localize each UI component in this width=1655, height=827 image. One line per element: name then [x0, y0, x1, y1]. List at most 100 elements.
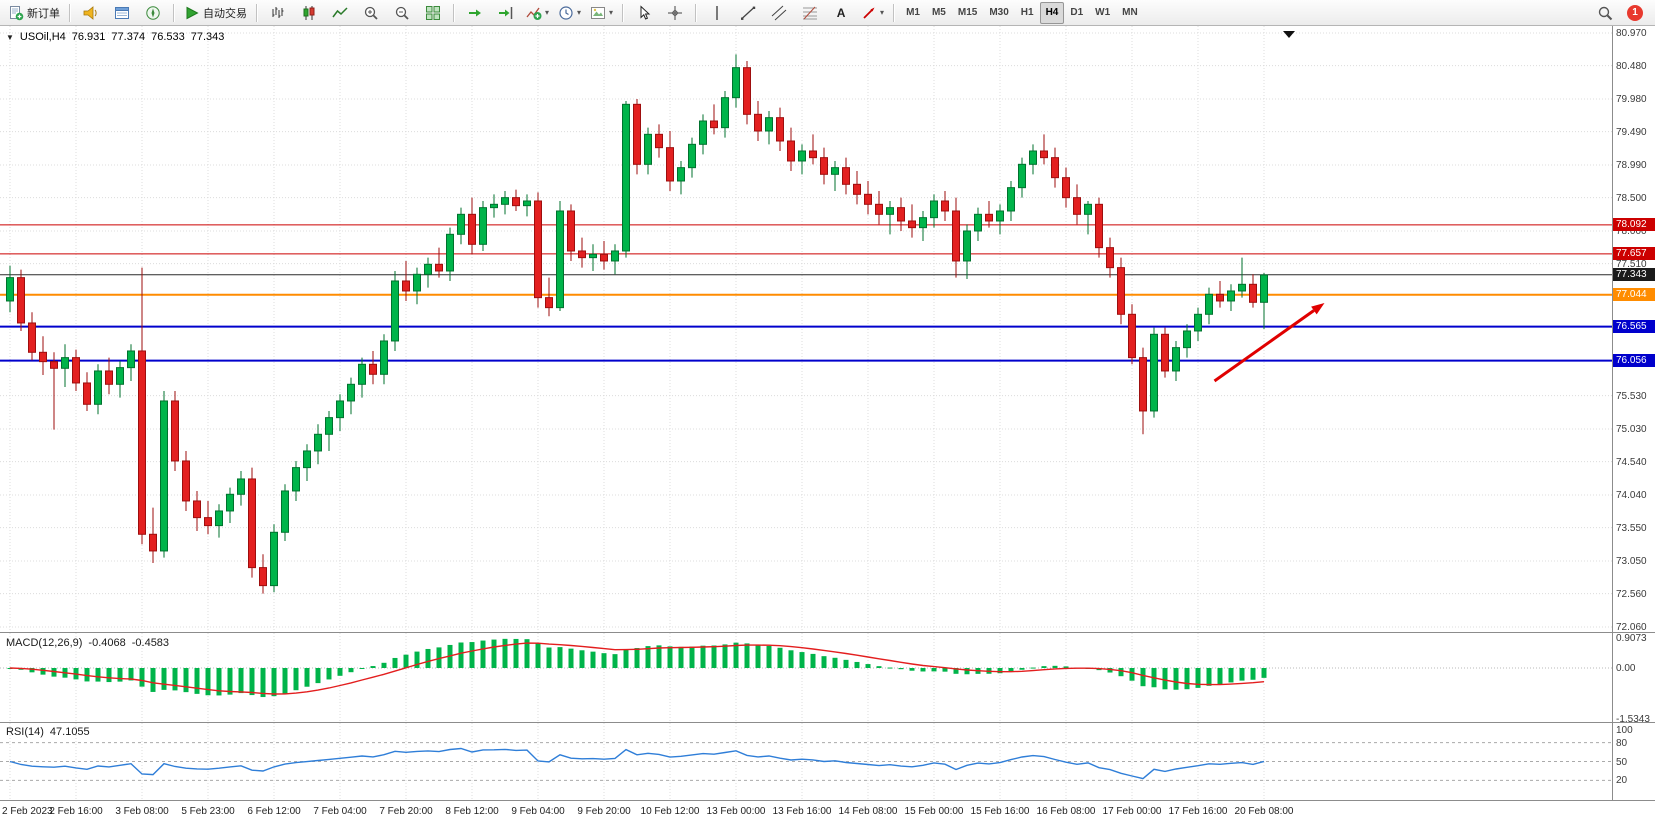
time-axis[interactable]: 2 Feb 2023 2 Feb 16:00 3 Feb 08:00 5 Feb 23… — [0, 801, 1655, 827]
timeframe-toolbar: M1 M5 M15 M30 H1 H4 D1 W1 MN — [900, 1, 1144, 24]
new-order-button[interactable]: 新订单 — [4, 1, 64, 25]
price-tick: 79.980 — [1616, 93, 1647, 105]
market-watch-button[interactable] — [76, 1, 106, 25]
symbol-period-label: USOil,H4 — [19, 31, 66, 43]
time-label: 8 Feb 12:00 — [445, 806, 499, 817]
price-tick: 77.510 — [1616, 258, 1647, 270]
tile-windows-button[interactable] — [418, 1, 448, 25]
price-line-label: 76.565 — [1613, 320, 1655, 334]
rsi-scale-tick: 20 — [1616, 775, 1628, 787]
price-tick: 80.970 — [1616, 27, 1647, 39]
time-label: 16 Feb 08:00 — [1036, 806, 1096, 817]
vertical-line-icon — [709, 5, 725, 21]
rsi-indicator-label: RSI(14) 47.1055 — [6, 726, 90, 738]
zoom-out-icon — [394, 5, 410, 21]
tab-timeframe-m5[interactable]: M5 — [931, 7, 946, 18]
chart-ohlc-header: ▼ USOil,H4 76.931 77.374 76.533 77.343 — [6, 31, 224, 43]
search-icon — [1597, 5, 1613, 21]
text-tool-button[interactable]: A — [836, 5, 846, 20]
cursor-button[interactable] — [629, 1, 659, 25]
indicators-button[interactable]: ▾ — [522, 1, 553, 25]
candlestick-chart-button[interactable] — [294, 1, 324, 25]
time-label: 7 Feb 20:00 — [379, 806, 433, 817]
tab-timeframe-d1[interactable]: D1 — [1070, 7, 1084, 18]
price-tick: 78.000 — [1616, 225, 1647, 237]
vertical-line-button[interactable] — [702, 1, 732, 25]
toolbar-separator — [256, 3, 258, 22]
rsi-panel-canvas[interactable] — [0, 723, 1612, 800]
price-tick: 79.490 — [1616, 126, 1647, 138]
fibonacci-icon — [802, 5, 818, 21]
grid-layer — [0, 26, 1612, 632]
rsi-scale-tick: 100 — [1616, 725, 1633, 736]
price-line-label: 77.343 — [1613, 268, 1655, 282]
macd-scale-tick: 0.9073 — [1616, 633, 1647, 645]
auto-scroll-button[interactable] — [460, 1, 490, 25]
notification-badge[interactable]: 1 — [1627, 4, 1643, 21]
macd-indicator-label: MACD(12,26,9) -0.4068 -0.4583 — [6, 637, 169, 649]
chevron-down-icon: ▾ — [880, 7, 885, 17]
autotrading-button[interactable]: 自动交易 — [180, 1, 251, 25]
chart-shift-button[interactable] — [491, 1, 521, 25]
macd-panel-divider[interactable] — [0, 632, 1655, 633]
tab-timeframe-mn[interactable]: MN — [1122, 7, 1138, 18]
rsi-panel-divider[interactable] — [0, 722, 1655, 723]
price-axis[interactable]: 80.970 80.480 79.980 79.490 78.990 78.500 78.0… — [1613, 26, 1655, 801]
auto-scroll-icon — [467, 5, 483, 21]
time-label: 10 Feb 12:00 — [640, 806, 700, 817]
time-label: 15 Feb 00:00 — [904, 806, 964, 817]
price-tick: 73.550 — [1616, 522, 1647, 534]
time-label: 7 Feb 04:00 — [313, 806, 367, 817]
zoom-in-button[interactable] — [356, 1, 386, 25]
channel-icon — [771, 5, 787, 21]
price-tick: 74.040 — [1616, 489, 1647, 501]
price-tick: 72.060 — [1616, 621, 1647, 633]
price-line-label: 77.044 — [1613, 288, 1655, 302]
arrows-tool-button[interactable]: ▾ — [857, 1, 888, 25]
horn-icon — [83, 5, 99, 21]
price-scale-divider — [1612, 26, 1613, 801]
macd-panel-canvas[interactable] — [0, 633, 1612, 722]
tab-timeframe-m15[interactable]: M15 — [957, 7, 978, 18]
templates-button[interactable]: ▾ — [586, 1, 617, 25]
zoom-out-button[interactable] — [387, 1, 417, 25]
candles-layer — [6, 54, 1268, 594]
channel-button[interactable] — [764, 1, 794, 25]
chart-expand-icon[interactable]: ▼ — [6, 32, 14, 42]
one-click-trading-marker[interactable] — [1283, 31, 1295, 38]
trendline-button[interactable] — [733, 1, 763, 25]
periods-button[interactable]: ▾ — [554, 1, 585, 25]
autotrading-label: 自动交易 — [203, 7, 247, 20]
tile-windows-icon — [425, 5, 441, 21]
price-tick: 72.560 — [1616, 588, 1647, 600]
time-label: 2 Feb 2023 — [2, 806, 53, 817]
zoom-in-icon — [363, 5, 379, 21]
tab-timeframe-m1[interactable]: M1 — [906, 7, 920, 18]
search-button[interactable] — [1590, 1, 1620, 25]
data-window-icon — [114, 5, 130, 21]
tab-timeframe-h4[interactable]: H4 — [1039, 1, 1065, 24]
bar-chart-button[interactable] — [263, 1, 293, 25]
macd-signal-line — [9, 642, 1265, 695]
trendline-icon — [740, 5, 756, 21]
fibonacci-button[interactable] — [795, 1, 825, 25]
toolbar-separator — [622, 3, 625, 22]
chevron-down-icon: ▾ — [577, 7, 582, 17]
arrow-annotation[interactable] — [1213, 302, 1325, 383]
rsi-grid-layer — [0, 723, 1612, 800]
template-icon — [590, 5, 606, 21]
tab-timeframe-m30[interactable]: M30 — [989, 7, 1009, 18]
tab-timeframe-h1[interactable]: H1 — [1020, 7, 1034, 18]
rsi-value: 47.1055 — [49, 726, 90, 738]
crosshair-button[interactable] — [660, 1, 690, 25]
horizontal-lines-layer[interactable] — [0, 224, 1612, 362]
tab-timeframe-w1[interactable]: W1 — [1095, 7, 1111, 18]
line-chart-button[interactable] — [325, 1, 355, 25]
data-window-button[interactable] — [107, 1, 137, 25]
low-value: 76.533 — [151, 31, 185, 43]
time-label: 9 Feb 20:00 — [577, 806, 631, 817]
main-chart-canvas[interactable] — [0, 26, 1612, 632]
time-label: 6 Feb 12:00 — [247, 806, 301, 817]
navigator-button[interactable] — [138, 1, 168, 25]
